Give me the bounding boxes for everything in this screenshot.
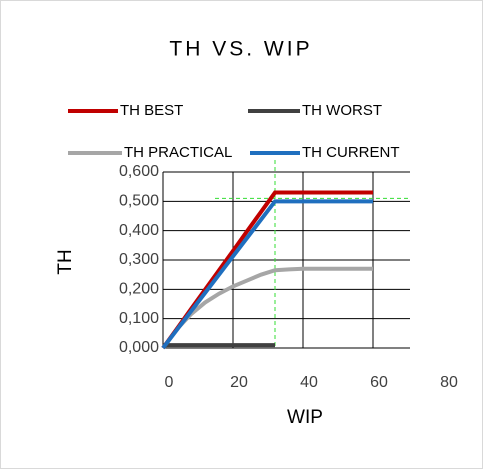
x-tick-label: 0 [165, 374, 174, 391]
y-tick-label: 0,500 [119, 193, 159, 210]
x-axis-title: WIP [287, 407, 323, 428]
x-tick-label: 80 [440, 374, 458, 391]
x-tick-label: 20 [230, 374, 248, 391]
legend-label: TH CURRENT [302, 144, 400, 161]
y-tick-label: 0,600 [119, 163, 159, 180]
x-tick-label: 40 [300, 374, 318, 391]
x-tick-label: 60 [370, 374, 388, 391]
legend-label: TH WORST [302, 102, 382, 119]
y-tick-label: 0,400 [119, 222, 159, 239]
data-line [161, 266, 373, 350]
y-tick-label: 0,300 [119, 251, 159, 268]
y-axis-title: TH [55, 249, 76, 274]
y-tick-label: 0,100 [119, 310, 159, 327]
legend-label: TH BEST [120, 102, 183, 119]
legend-label: TH PRACTICAL [124, 144, 232, 161]
data-line [161, 199, 373, 350]
y-tick-label: 0,000 [119, 339, 159, 356]
chart-title: TH VS. WIP [169, 38, 312, 61]
y-tick-label: 0,200 [119, 281, 159, 298]
